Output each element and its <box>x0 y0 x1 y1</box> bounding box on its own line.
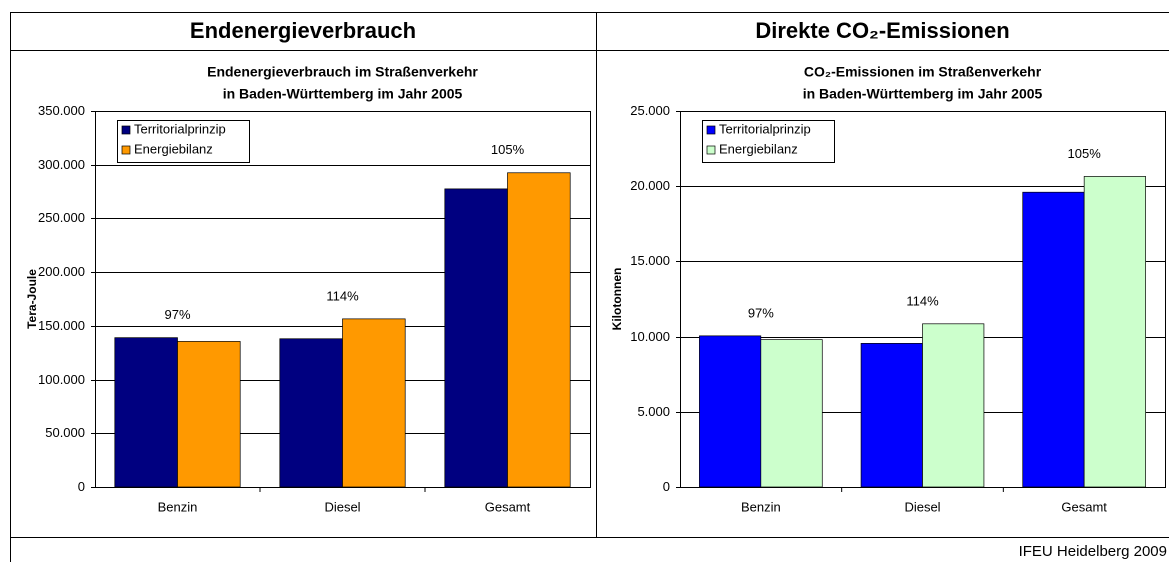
x-tick-label: Gesamt <box>485 499 531 514</box>
y-tick-label: 50.000 <box>45 425 85 440</box>
bar <box>1083 176 1146 488</box>
legend-swatch <box>706 125 716 135</box>
chart-title: CO₂-Emissionen im Straßenverkehr <box>804 64 1042 80</box>
bar <box>1022 191 1085 488</box>
footer: IFEU Heidelberg 2009 <box>1019 543 1167 560</box>
bar <box>507 172 571 488</box>
frame <box>10 12 1169 562</box>
annotation: 97% <box>748 305 774 320</box>
annotation: 105% <box>1068 146 1102 161</box>
annotation: 114% <box>906 293 939 308</box>
legend-label: Territorialprinzip <box>719 121 811 136</box>
chart-title: Endenergieverbrauch im Straßenverkehr <box>207 64 478 80</box>
y-tick-label: 150.000 <box>38 318 85 333</box>
y-tick-label: 100.000 <box>38 372 85 387</box>
bar <box>860 343 923 488</box>
y-tick-label: 0 <box>663 479 670 494</box>
legend-swatch <box>706 145 716 155</box>
y-tick-label: 0 <box>78 479 85 494</box>
x-tick-label: Gesamt <box>1061 499 1107 514</box>
bar <box>177 341 241 488</box>
bar <box>342 318 406 488</box>
panel-header: Endenergieverbrauch <box>190 18 416 43</box>
legend-swatch <box>121 125 131 135</box>
legend-swatch <box>121 145 131 155</box>
legend-box <box>117 120 250 163</box>
y-tick-label: 300.000 <box>38 157 85 172</box>
annotation: 97% <box>164 307 190 322</box>
annotation: 114% <box>326 288 359 303</box>
x-tick-label: Diesel <box>324 499 360 514</box>
bar <box>699 335 762 488</box>
y-axis-label: Tera-Joule <box>25 269 39 329</box>
x-tick-label: Diesel <box>904 499 940 514</box>
y-tick-label: 25.000 <box>630 103 670 118</box>
bar <box>444 188 508 488</box>
annotation: 105% <box>491 142 525 157</box>
bar <box>279 338 343 488</box>
legend-label: Energiebilanz <box>134 141 213 156</box>
chart-title: in Baden-Württemberg im Jahr 2005 <box>803 86 1043 102</box>
bar <box>114 337 178 488</box>
y-tick-label: 350.000 <box>38 103 85 118</box>
y-axis-label: Kilotonnen <box>610 268 624 331</box>
y-tick-label: 15.000 <box>630 253 670 268</box>
y-tick-label: 250.000 <box>38 210 85 225</box>
legend-label: Territorialprinzip <box>134 121 226 136</box>
y-tick-label: 20.000 <box>630 178 670 193</box>
panel-header: Direkte CO₂-Emissionen <box>755 18 1009 43</box>
legend-box <box>702 120 835 163</box>
x-tick-label: Benzin <box>158 499 198 514</box>
bar <box>922 323 985 488</box>
x-tick-label: Benzin <box>741 499 781 514</box>
chart-title: in Baden-Württemberg im Jahr 2005 <box>223 86 463 102</box>
y-tick-label: 200.000 <box>38 264 85 279</box>
y-tick-label: 10.000 <box>630 329 670 344</box>
legend-label: Energiebilanz <box>719 141 798 156</box>
bar <box>760 339 823 488</box>
y-tick-label: 5.000 <box>637 404 670 419</box>
